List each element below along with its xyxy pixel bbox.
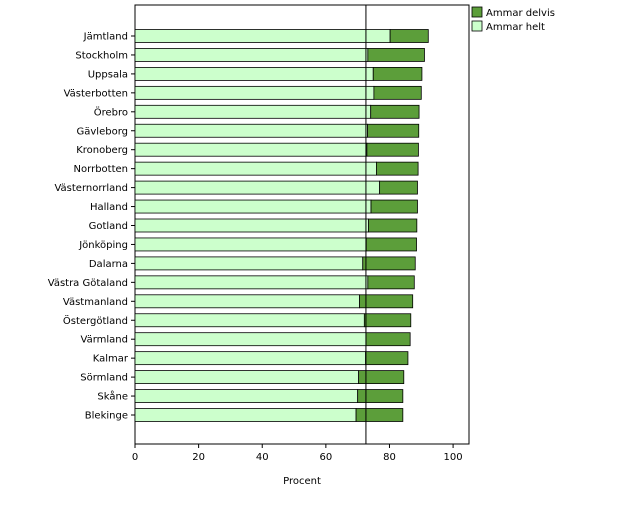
category-label: Halland bbox=[90, 202, 128, 213]
category-label: Stockholm bbox=[75, 50, 128, 61]
bar-ammar-delvis bbox=[365, 237, 417, 252]
category-label: Jönköping bbox=[78, 240, 128, 251]
bar-ammar-helt bbox=[134, 294, 360, 309]
bar-ammar-delvis bbox=[370, 199, 418, 214]
bar-ammar-helt bbox=[134, 332, 367, 347]
bar-ammar-helt bbox=[134, 199, 372, 214]
bar-ammar-helt bbox=[134, 29, 391, 43]
category-label: Jämtland bbox=[83, 32, 128, 43]
category-label: Värmland bbox=[81, 335, 128, 346]
legend-swatch bbox=[471, 20, 483, 32]
bar-ammar-helt bbox=[134, 237, 367, 252]
category-label: Kalmar bbox=[93, 354, 129, 365]
bar-ammar-delvis bbox=[389, 29, 429, 43]
bar-ammar-delvis bbox=[362, 256, 416, 271]
category-label: Västmanland bbox=[63, 297, 128, 308]
bar-ammar-helt bbox=[134, 408, 357, 422]
category-label: Skåne bbox=[97, 390, 128, 403]
bar-ammar-helt bbox=[134, 313, 365, 328]
x-tick-label: 40 bbox=[256, 452, 269, 463]
legend-swatch bbox=[471, 6, 483, 18]
bar-ammar-helt bbox=[134, 161, 377, 176]
bar-ammar-helt bbox=[134, 389, 359, 403]
bar-ammar-delvis bbox=[359, 294, 414, 309]
category-label: Sörmland bbox=[80, 373, 128, 384]
bar-ammar-helt bbox=[134, 67, 374, 81]
labels-layer: 0 20 40 60 80 100 Procent Jämtland Stockholm Upps… bbox=[48, 32, 463, 488]
bars-layer bbox=[134, 29, 429, 422]
bar-ammar-helt bbox=[134, 256, 364, 271]
legend-label: Ammar helt bbox=[486, 22, 545, 33]
x-tick-label: 20 bbox=[192, 452, 205, 463]
category-label: Örebro bbox=[94, 105, 128, 118]
category-label: Norrbotten bbox=[74, 164, 128, 175]
category-label: Västra Götaland bbox=[48, 278, 128, 289]
x-axis-label: Procent bbox=[283, 476, 321, 487]
x-tick-label: 0 bbox=[132, 452, 138, 463]
bar-ammar-delvis bbox=[367, 123, 420, 138]
category-label: Östergötland bbox=[63, 314, 128, 327]
bar-ammar-delvis bbox=[365, 332, 411, 347]
category-label: Västernorrland bbox=[54, 183, 128, 194]
bar-ammar-helt bbox=[134, 275, 369, 290]
bar-ammar-helt bbox=[134, 48, 369, 62]
legend: Ammar delvis Ammar helt bbox=[471, 6, 555, 33]
bar-ammar-delvis bbox=[367, 48, 425, 62]
bar-ammar-delvis bbox=[366, 142, 419, 157]
bar-ammar-delvis bbox=[367, 275, 415, 290]
bar-ammar-helt bbox=[134, 370, 360, 385]
category-label: Gävleborg bbox=[77, 126, 128, 137]
bar-ammar-helt bbox=[134, 104, 372, 119]
category-label: Kronoberg bbox=[76, 145, 128, 156]
category-label: Västerbotten bbox=[64, 88, 128, 99]
bar-ammar-delvis bbox=[373, 85, 422, 100]
legend-label: Ammar delvis bbox=[486, 8, 555, 19]
bar-ammar-delvis bbox=[357, 389, 404, 403]
bar-ammar-helt bbox=[134, 218, 369, 233]
bar-ammar-helt bbox=[134, 180, 381, 195]
category-label: Uppsala bbox=[88, 69, 128, 80]
bar-ammar-delvis bbox=[365, 351, 409, 366]
bar-ammar-helt bbox=[134, 142, 368, 157]
category-label: Dalarna bbox=[89, 259, 128, 270]
bar-ammar-helt bbox=[134, 351, 367, 366]
bar-ammar-delvis bbox=[372, 67, 423, 81]
bar-ammar-helt bbox=[134, 85, 375, 100]
bar-ammar-delvis bbox=[368, 218, 418, 233]
x-tick-label: 80 bbox=[383, 452, 396, 463]
bar-ammar-delvis bbox=[355, 408, 404, 422]
bar-ammar-delvis bbox=[363, 313, 412, 328]
bar-ammar-delvis bbox=[370, 104, 420, 119]
bar-ammar-delvis bbox=[379, 180, 418, 195]
bar-ammar-delvis bbox=[376, 161, 419, 176]
x-tick-label: 60 bbox=[319, 452, 332, 463]
category-label: Gotland bbox=[89, 221, 128, 232]
x-tick-label: 100 bbox=[444, 452, 463, 463]
bar-ammar-delvis bbox=[358, 370, 405, 385]
category-label: Blekinge bbox=[85, 411, 128, 422]
bar-ammar-helt bbox=[134, 123, 368, 138]
